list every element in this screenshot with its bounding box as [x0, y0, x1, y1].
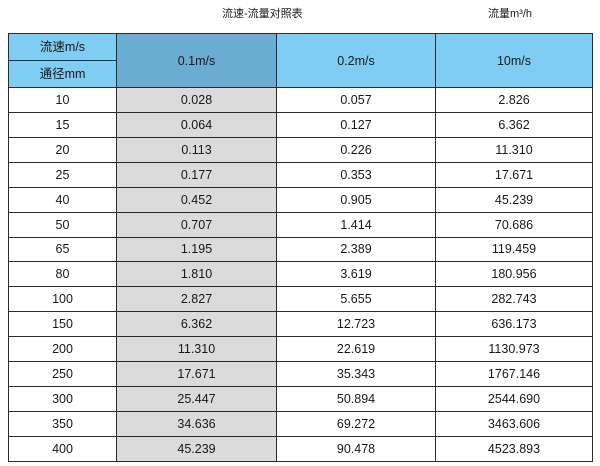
table-row: 20 0.113 0.226 11.310 — [8, 136, 593, 163]
table-row: 150 6.362 12.723 636.173 — [8, 311, 593, 338]
cell-flow-01: 0.177 — [116, 161, 277, 188]
cell-diameter: 400 — [8, 435, 117, 463]
header-diameter-label: 通径mm — [8, 60, 117, 88]
cell-flow-02: 3.619 — [276, 261, 436, 288]
cell-flow-01: 0.452 — [116, 186, 277, 213]
table-row: 100 2.827 5.655 282.743 — [8, 286, 593, 313]
unit-title: 流量m³/h — [488, 8, 532, 20]
cell-flow-10: 119.459 — [435, 236, 593, 263]
table-row: 10 0.028 0.057 2.826 — [8, 87, 593, 113]
column-header-1: 0.2m/s — [276, 33, 436, 88]
cell-flow-02: 22.619 — [276, 336, 436, 363]
table-row: 15 0.064 0.127 6.362 — [8, 111, 593, 138]
cell-diameter: 300 — [8, 386, 117, 412]
cell-flow-01: 34.636 — [116, 410, 277, 437]
cell-diameter: 40 — [8, 186, 117, 213]
flow-rate-table: 流速m/s 0.1m/s 0.2m/s 10m/s 通径mm 10 0.028 0.057 2.… — [8, 33, 593, 463]
cell-diameter: 25 — [8, 161, 117, 188]
cell-diameter: 200 — [8, 336, 117, 363]
cell-flow-10: 45.239 — [435, 186, 593, 213]
table-header-row-bottom: 通径mm — [8, 60, 593, 88]
cell-flow-01: 0.028 — [116, 87, 277, 113]
cell-flow-10: 636.173 — [435, 311, 593, 338]
cell-flow-10: 70.686 — [435, 211, 593, 238]
cell-flow-02: 12.723 — [276, 311, 436, 338]
cell-diameter: 80 — [8, 261, 117, 288]
cell-diameter: 15 — [8, 111, 117, 138]
table-row: 65 1.195 2.389 119.459 — [8, 236, 593, 263]
cell-diameter: 65 — [8, 236, 117, 263]
cell-flow-02: 69.272 — [276, 410, 436, 437]
table-header-row-top: 流速m/s 0.1m/s 0.2m/s 10m/s — [8, 33, 593, 88]
cell-flow-02: 90.478 — [276, 435, 436, 463]
cell-flow-01: 1.810 — [116, 261, 277, 288]
cell-flow-02: 5.655 — [276, 286, 436, 313]
chart-title: 流速-流量对照表 — [222, 8, 303, 20]
table-row: 350 34.636 69.272 3463.606 — [8, 410, 593, 437]
cell-flow-10: 180.956 — [435, 261, 593, 288]
table-row: 80 1.810 3.619 180.956 — [8, 261, 593, 288]
cell-flow-10: 6.362 — [435, 111, 593, 138]
table-row: 250 17.671 35.343 1767.146 — [8, 361, 593, 388]
cell-flow-10: 2.826 — [435, 87, 593, 113]
cell-flow-02: 0.057 — [276, 87, 436, 113]
table-row: 200 11.310 22.619 1130.973 — [8, 336, 593, 363]
cell-flow-01: 0.707 — [116, 211, 277, 238]
caption-row: 流速-流量对照表 流量m³/h — [0, 0, 600, 33]
cell-diameter: 100 — [8, 286, 117, 313]
cell-flow-10: 4523.893 — [435, 435, 593, 463]
cell-flow-10: 1767.146 — [435, 361, 593, 388]
cell-flow-01: 6.362 — [116, 311, 277, 338]
table-row: 300 25.447 50.894 2544.690 — [8, 386, 593, 412]
cell-flow-10: 11.310 — [435, 136, 593, 163]
cell-flow-01: 0.064 — [116, 111, 277, 138]
cell-diameter: 50 — [8, 211, 117, 238]
table-container: 流速m/s 0.1m/s 0.2m/s 10m/s 通径mm 10 0.028 0.057 2.… — [8, 33, 593, 463]
cell-diameter: 250 — [8, 361, 117, 388]
cell-flow-01: 1.195 — [116, 236, 277, 263]
cell-flow-02: 1.414 — [276, 211, 436, 238]
cell-flow-02: 0.353 — [276, 161, 436, 188]
cell-flow-02: 35.343 — [276, 361, 436, 388]
header-velocity-label: 流速m/s — [8, 33, 117, 61]
cell-flow-10: 1130.973 — [435, 336, 593, 363]
cell-diameter: 150 — [8, 311, 117, 338]
cell-flow-02: 0.226 — [276, 136, 436, 163]
table-row: 50 0.707 1.414 70.686 — [8, 211, 593, 238]
cell-flow-02: 50.894 — [276, 386, 436, 412]
cell-flow-01: 45.239 — [116, 435, 277, 463]
cell-flow-02: 0.127 — [276, 111, 436, 138]
cell-diameter: 350 — [8, 410, 117, 437]
cell-flow-10: 17.671 — [435, 161, 593, 188]
cell-flow-01: 2.827 — [116, 286, 277, 313]
cell-flow-10: 3463.606 — [435, 410, 593, 437]
cell-flow-02: 0.905 — [276, 186, 436, 213]
cell-flow-01: 17.671 — [116, 361, 277, 388]
cell-diameter: 10 — [8, 87, 117, 113]
cell-flow-01: 0.113 — [116, 136, 277, 163]
cell-flow-01: 11.310 — [116, 336, 277, 363]
cell-flow-02: 2.389 — [276, 236, 436, 263]
cell-flow-01: 25.447 — [116, 386, 277, 412]
table-row: 400 45.239 90.478 4523.893 — [8, 435, 593, 463]
column-header-0: 0.1m/s — [116, 33, 277, 88]
column-header-2: 10m/s — [435, 33, 593, 88]
cell-diameter: 20 — [8, 136, 117, 163]
table-row: 40 0.452 0.905 45.239 — [8, 186, 593, 213]
cell-flow-10: 282.743 — [435, 286, 593, 313]
cell-flow-10: 2544.690 — [435, 386, 593, 412]
table-row: 25 0.177 0.353 17.671 — [8, 161, 593, 188]
